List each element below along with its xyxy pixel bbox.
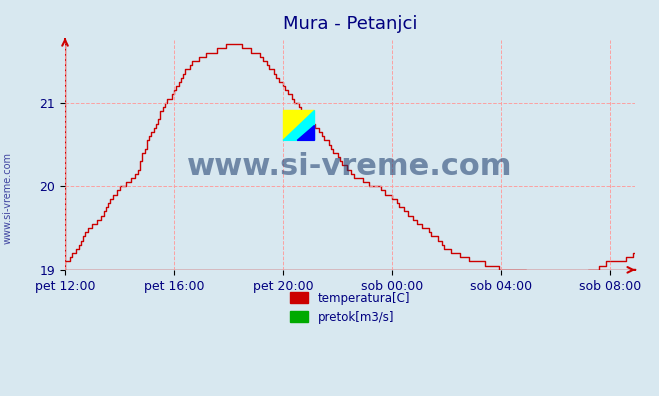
Title: Mura - Petanjci: Mura - Petanjci bbox=[283, 15, 417, 33]
Polygon shape bbox=[283, 110, 314, 140]
Text: www.si-vreme.com: www.si-vreme.com bbox=[3, 152, 13, 244]
Legend: temperatura[C], pretok[m3/s]: temperatura[C], pretok[m3/s] bbox=[285, 287, 415, 328]
Polygon shape bbox=[297, 126, 314, 140]
Polygon shape bbox=[283, 110, 314, 140]
Text: www.si-vreme.com: www.si-vreme.com bbox=[187, 152, 513, 181]
